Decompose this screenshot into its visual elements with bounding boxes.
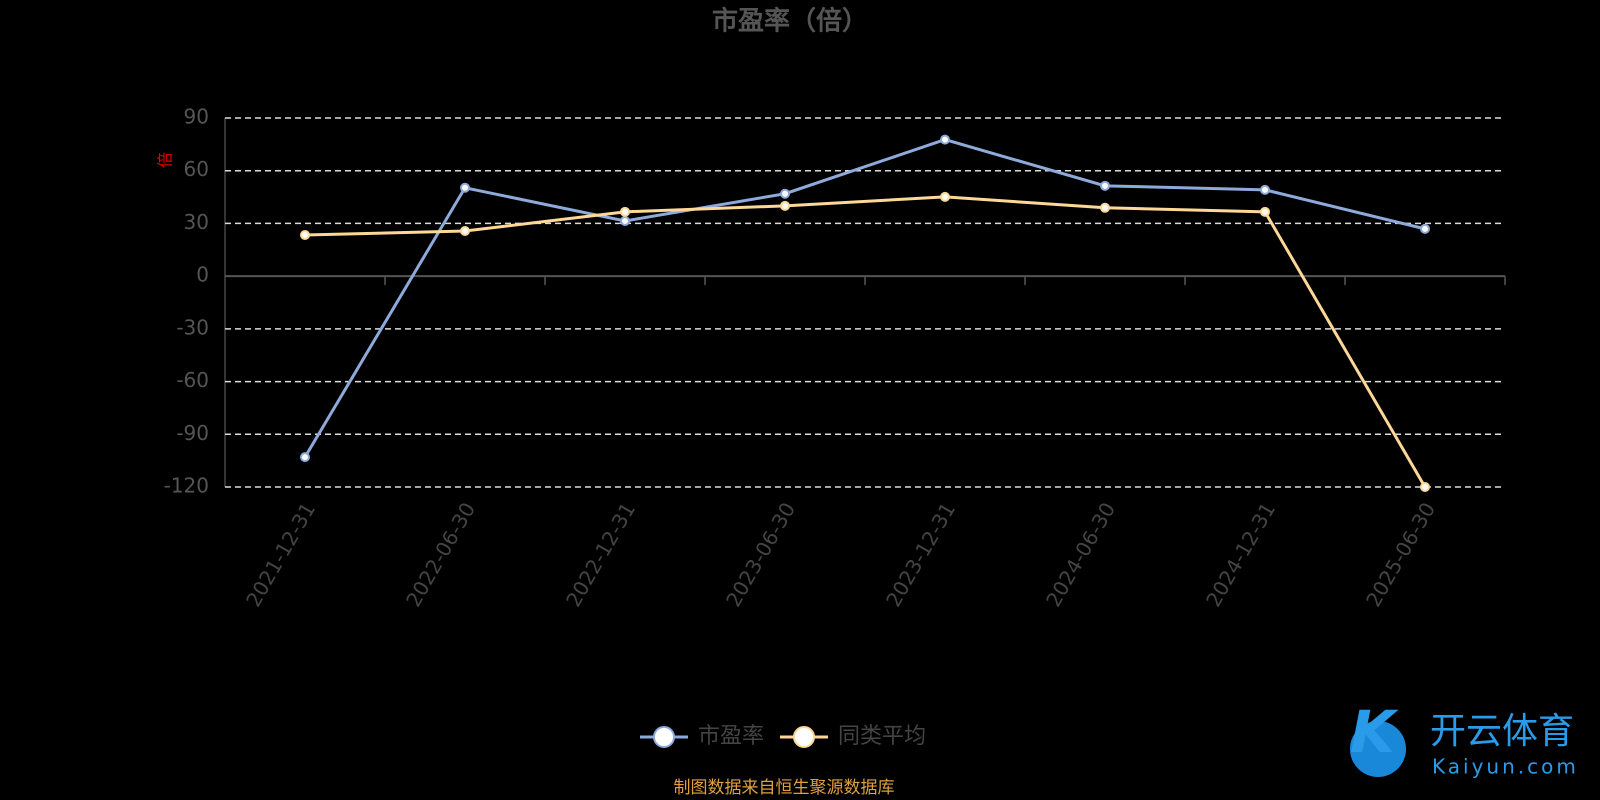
x-tick-label: 2022-12-31 [561, 498, 640, 611]
watermark-name: 开云体育 [1430, 711, 1574, 752]
watermark-logo [1350, 721, 1406, 777]
y-tick-label: 60 [184, 157, 209, 181]
legend-marker [793, 726, 815, 748]
x-tick-label: 2022-06-30 [401, 498, 480, 611]
data-point [780, 188, 790, 199]
series-line [303, 138, 1426, 458]
y-tick-label: -120 [164, 474, 209, 498]
y-tick-label: 90 [184, 105, 209, 129]
data-point [300, 230, 310, 241]
data-point [460, 225, 470, 236]
y-axis-label: 倍 [156, 152, 175, 168]
y-tick-label: -90 [176, 421, 209, 445]
legend-label: 同类平均 [838, 724, 926, 749]
legend-marker [653, 726, 675, 748]
y-tick-label: -30 [176, 315, 209, 339]
x-tick-label: 2021-12-31 [241, 498, 320, 611]
data-point [1100, 202, 1110, 213]
legend-item[interactable]: 市盈率 [640, 724, 764, 749]
data-point [940, 134, 950, 145]
data-point [1420, 482, 1430, 492]
series-line [304, 195, 1427, 488]
x-tick-label: 2024-12-31 [1201, 498, 1280, 611]
data-point [1260, 206, 1270, 217]
data-point [1420, 223, 1430, 234]
watermark-logo-letter: K [1350, 698, 1399, 766]
watermark: K 开云体育 Kaiyun.com [1350, 698, 1579, 779]
source-note: 制图数据来自恒生聚源数据库 [674, 778, 895, 798]
legend-item[interactable]: 同类平均 [780, 724, 926, 749]
x-tick-label: 2025-06-30 [1361, 498, 1440, 611]
y-tick-label: -60 [176, 368, 209, 392]
data-point [460, 182, 470, 193]
y-tick-label: 0 [196, 263, 209, 287]
chart-title: 市盈率（倍） [712, 6, 868, 37]
data-point [1100, 180, 1110, 191]
legend-label: 市盈率 [698, 724, 764, 749]
data-point [620, 215, 630, 226]
y-tick-label: 30 [184, 210, 209, 234]
data-point [620, 206, 630, 217]
x-tick-label: 2023-12-31 [881, 498, 960, 611]
x-tick-label: 2024-06-30 [1041, 498, 1120, 611]
watermark-site: Kaiyun.com [1432, 755, 1579, 779]
data-point [1260, 184, 1270, 195]
data-point [940, 191, 950, 202]
x-tick-label: 2023-06-30 [721, 498, 800, 611]
data-point [300, 452, 310, 463]
data-point [780, 200, 790, 211]
